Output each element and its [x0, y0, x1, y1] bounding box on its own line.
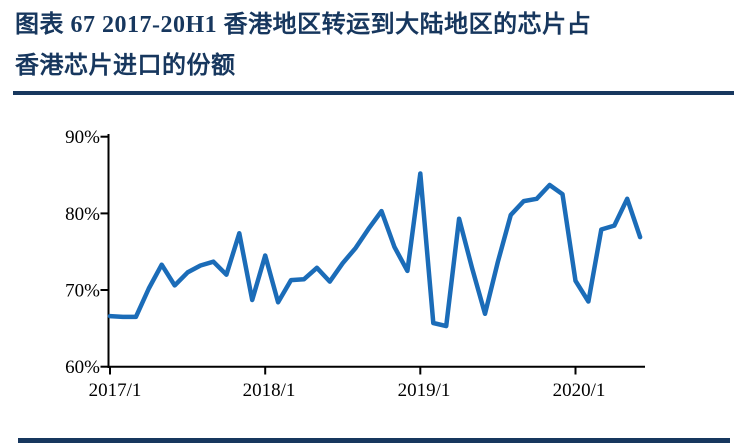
x-tick-label-2018-1: 2018/1 [243, 380, 296, 401]
page-footer-rule [18, 438, 730, 443]
title-divider-rule [13, 91, 734, 95]
data-series-line [107, 171, 643, 329]
y-axis-ticks [100, 135, 109, 368]
x-tick-label-2020-1: 2020/1 [553, 380, 606, 401]
y-tick-label-90: 90% [65, 127, 100, 148]
x-axis-ticks [109, 366, 577, 375]
x-tick-label-2017-1: 2017/1 [89, 380, 142, 401]
y-tick-label-80: 80% [65, 204, 100, 225]
figure-title: 图表 67 2017-20H1 香港地区转运到大陆地区的芯片占 香港芯片进口的份… [15, 5, 720, 87]
figure-title-line-2: 香港芯片进口的份额 [15, 53, 236, 79]
y-tick-label-60: 60% [65, 357, 100, 378]
x-tick-label-2019-1: 2019/1 [398, 380, 451, 401]
y-tick-label-70: 70% [65, 281, 100, 302]
figure-title-line-1: 图表 67 2017-20H1 香港地区转运到大陆地区的芯片占 [15, 12, 592, 38]
